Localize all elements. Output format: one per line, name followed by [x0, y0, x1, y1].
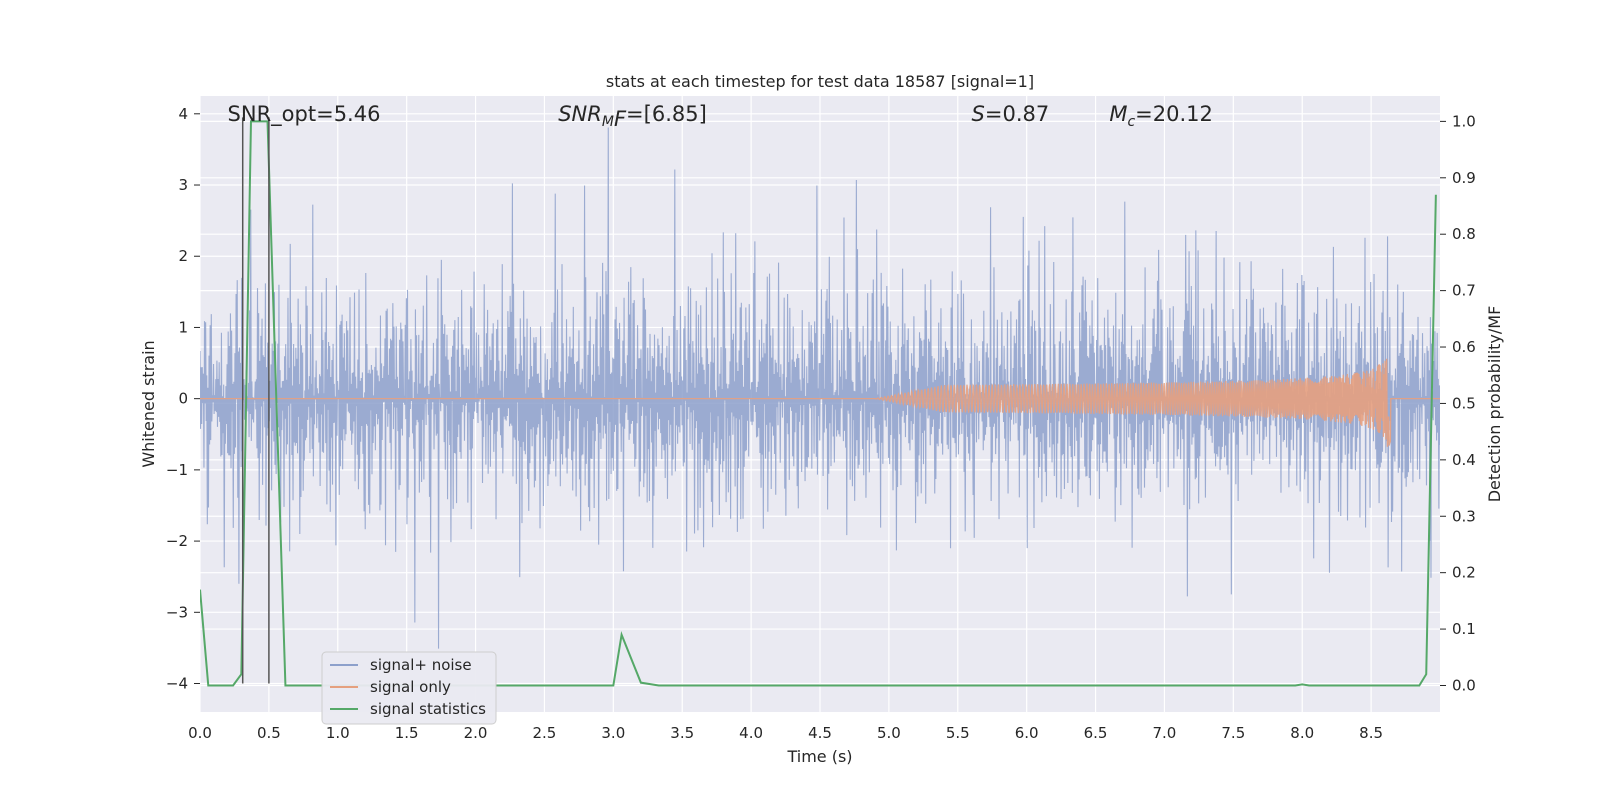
y2-tick-label-5: 0.5 — [1452, 394, 1476, 412]
annotation-2: S=0.87 — [972, 102, 1050, 126]
series-signal-statistics-line — [200, 120, 1437, 687]
x-tick-label-7: 3.5 — [670, 724, 694, 742]
y2-tick-label-6: 0.6 — [1452, 338, 1476, 356]
x-tick-label-9: 4.5 — [808, 724, 832, 742]
annotation-1: SNRMF=[6.85] — [558, 102, 707, 131]
legend-label-0: signal+ noise — [370, 656, 472, 674]
y-tick-label-8: 4 — [178, 105, 188, 123]
series-layer — [200, 120, 1440, 687]
y-tick-label-5: 1 — [178, 318, 188, 336]
x-tick-label-1: 0.5 — [257, 724, 281, 742]
chart-title: stats at each timestep for test data 185… — [606, 72, 1034, 91]
y2-tick-label-3: 0.3 — [1452, 507, 1476, 525]
annotation-0: SNR_opt=5.46 — [228, 102, 381, 127]
y-tick-label-1: −3 — [166, 603, 188, 621]
y2-tick-label-10: 1.0 — [1452, 112, 1476, 130]
x-tick-label-3: 1.5 — [395, 724, 419, 742]
x-tick-label-17: 8.5 — [1359, 724, 1383, 742]
x-tick-labels: 0.0 0.5 1.0 1.5 2.0 2.5 3.0 3.5 4.0 4.5 5.0 5.5 6.0 6… — [188, 724, 1383, 742]
y-axis-label: Whitened strain — [139, 340, 158, 467]
x-tick-label-5: 2.5 — [533, 724, 557, 742]
y2-tick-label-2: 0.2 — [1452, 564, 1476, 582]
y2-tick-label-8: 0.8 — [1452, 225, 1476, 243]
y2-tick-label-0: 0.0 — [1452, 676, 1476, 694]
y-tick-label-4: 0 — [178, 390, 188, 408]
x-tick-label-16: 8.0 — [1290, 724, 1314, 742]
series-signal-only-line — [200, 358, 1440, 447]
x-tick-label-0: 0.0 — [188, 724, 212, 742]
y2-tick-labels: 0.0 0.1 0.2 0.3 0.4 0.5 0.6 0.7 0.8 0.9 1.0 — [1440, 112, 1476, 694]
x-tick-label-12: 6.0 — [1015, 724, 1039, 742]
x-axis-label: Time (s) — [786, 747, 852, 766]
y2-tick-label-4: 0.4 — [1452, 451, 1476, 469]
x-tick-label-14: 7.0 — [1153, 724, 1177, 742]
y-tick-label-2: −2 — [166, 532, 188, 550]
annotations: SNR_opt=5.46 SNRMF=[6.85] S=0.87 Mc=20.12 — [228, 102, 1213, 131]
legend-box — [321, 651, 497, 725]
series-signal-noise-line — [200, 127, 1440, 649]
y-tick-label-3: −1 — [166, 461, 188, 479]
y2-axis-label: Detection probability/MF — [1485, 306, 1504, 503]
x-tick-label-13: 6.5 — [1084, 724, 1108, 742]
x-tick-label-10: 5.0 — [877, 724, 901, 742]
legend-label-2: signal statistics — [370, 700, 486, 718]
x-tick-label-2: 1.0 — [326, 724, 350, 742]
y-tick-labels: −4 −3 −2 −1 0 1 2 3 4 — [166, 105, 200, 693]
legend-label-1: signal only — [370, 678, 451, 696]
x-tick-label-11: 5.5 — [946, 724, 970, 742]
annotation-3: Mc=20.12 — [1109, 102, 1213, 130]
legend: signal+ noise signal only signal statistic… — [321, 651, 497, 725]
x-tick-label-8: 4.0 — [739, 724, 763, 742]
y2-tick-label-1: 0.1 — [1452, 620, 1476, 638]
x-tick-label-4: 2.0 — [464, 724, 488, 742]
y2-tick-label-9: 0.9 — [1452, 169, 1476, 187]
y2-tick-label-7: 0.7 — [1452, 282, 1476, 300]
y-tick-label-7: 3 — [178, 176, 188, 194]
y-tick-label-0: −4 — [166, 675, 188, 693]
x-tick-label-6: 3.0 — [601, 724, 625, 742]
y-tick-label-6: 2 — [178, 247, 188, 265]
vline-layer — [241, 117, 270, 684]
x-tick-label-15: 7.5 — [1221, 724, 1245, 742]
